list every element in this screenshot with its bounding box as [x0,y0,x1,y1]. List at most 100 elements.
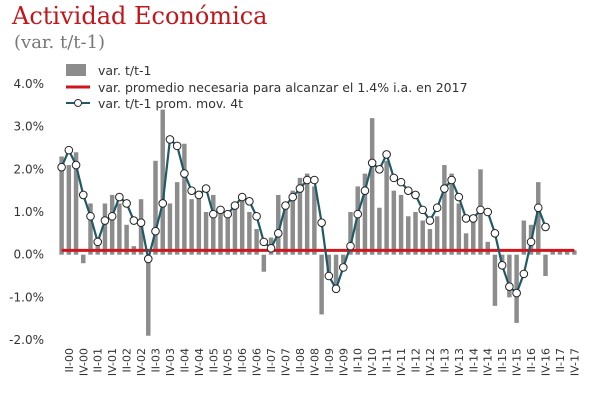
bar [182,143,187,255]
bar [102,203,108,255]
moving-average-point [425,216,435,225]
bar [232,203,238,255]
x-tick-label: IV-03 [164,348,177,376]
bar [536,182,541,255]
x-tick-label: IV-04 [193,348,206,376]
bar [406,216,411,255]
bar [471,220,476,255]
bar [203,212,209,255]
moving-average-point [310,175,319,185]
bar [564,250,570,255]
bar [333,254,339,289]
bar [543,254,548,276]
y-tick-label: 0.0% [14,248,45,262]
moving-average-point [259,237,269,247]
legend: var. t/t-1 var. promedio necesaria para … [66,63,468,111]
moving-average-point [440,184,449,193]
bar [398,194,404,255]
x-tick-label: II-15 [496,348,509,372]
x-tick-label: II-13 [438,348,451,372]
bar [153,160,158,255]
bar [247,212,252,255]
moving-average-point [158,199,168,208]
bar [290,190,295,255]
bar [499,254,505,264]
moving-average-point [360,186,370,195]
moving-average-point [122,199,131,208]
bar [167,203,173,255]
moving-average-point [432,203,442,213]
moving-average-point [180,169,189,178]
bar [384,160,389,255]
x-tick-label: II-02 [121,348,134,372]
bar [297,177,303,255]
x-tick-label: II-17 [554,348,567,372]
legend-label-target: var. promedio necesaria para alcanzar el… [98,80,468,95]
x-tick-label: II-06 [236,348,249,372]
legend-label-bars: var. t/t-1 [98,63,151,78]
moving-average-point [476,205,485,215]
moving-average-point [245,197,254,206]
chart-subtitle: (var. t/t-1) [14,32,106,53]
moving-average-point [93,237,103,247]
x-tick-label: IV-09 [337,348,350,376]
bar [254,229,259,255]
moving-average-point [447,175,456,185]
x-tick-label: IV-01 [106,348,119,376]
moving-average-point [324,271,334,281]
moving-average-point [288,192,298,202]
bar [377,207,382,255]
x-tick-label: II-16 [525,348,538,372]
moving-average-point [338,263,348,272]
bar [218,207,223,255]
x-tick-label: IV-00 [77,348,90,376]
bar [326,254,332,276]
moving-average-point [230,201,240,210]
moving-average-point [497,261,507,270]
y-tick-label: 1.0% [14,205,45,219]
x-tick-label: IV-12 [424,348,437,376]
moving-average-point [216,205,225,215]
moving-average-point [64,145,74,155]
x-tick-label: II-03 [150,348,163,372]
moving-average-point [403,186,413,195]
legend-label-moving-average: var. t/t-1 prom. mov. 4t [98,96,243,111]
moving-average-point [129,216,139,225]
x-tick-label: IV-07 [280,348,293,376]
x-tick-label: IV-11 [395,348,408,376]
bar [463,233,469,255]
x-tick-label: II-07 [265,348,278,372]
moving-average-point [223,209,233,219]
bar [59,156,64,255]
bar [420,220,425,255]
bar [341,254,346,264]
moving-average-point [461,214,471,223]
moving-average-point [100,216,110,225]
x-tick-label: IV-08 [308,348,321,376]
bar [319,254,324,315]
bar [572,250,577,255]
bar [239,199,245,255]
x-tick-label: II-08 [294,348,307,372]
bar [521,220,527,255]
bar [369,118,375,255]
bar [485,241,490,255]
bar [492,254,498,306]
x-tick-label: II-04 [178,348,191,372]
bar [109,194,115,255]
bar [211,194,216,255]
moving-average-point [172,141,182,151]
y-tick-label: -2.0% [9,333,44,347]
x-tick-label: IV-16 [540,348,553,376]
moving-average-point [266,243,276,253]
moving-average-point [194,190,204,200]
moving-average-point [107,211,117,221]
moving-average-point [281,201,290,210]
bar [312,186,317,255]
bar [391,190,397,255]
x-tick-label: IV-02 [135,348,148,376]
bar [124,224,129,255]
moving-average-point [396,177,406,187]
moving-average-point [143,254,153,264]
